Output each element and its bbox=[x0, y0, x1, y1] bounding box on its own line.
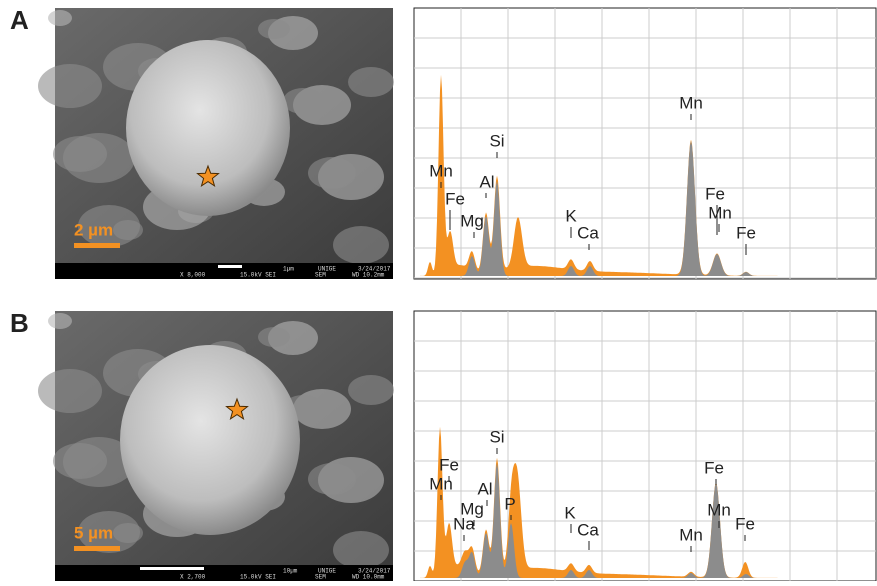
figure: A2 µm1µmUNIGE3/24/2017X 8,00015.0kV SEIS… bbox=[0, 0, 877, 581]
sem-texture bbox=[308, 463, 356, 495]
panel-label: B bbox=[10, 308, 29, 338]
sem-texture bbox=[53, 136, 107, 172]
peak-label: Al bbox=[477, 479, 492, 498]
sem-texture bbox=[38, 64, 102, 108]
sem-texture bbox=[348, 67, 394, 97]
sem-footer bbox=[55, 565, 393, 581]
peak-label: Fe bbox=[705, 184, 725, 203]
peak-label: Mn bbox=[429, 161, 453, 180]
peak-label: Na bbox=[453, 514, 475, 533]
peak-label: Mn bbox=[708, 203, 732, 222]
scale-label: 2 µm bbox=[74, 220, 113, 239]
sem-footer-text: 1µm bbox=[283, 266, 294, 273]
sem-footer-text: 10µm bbox=[283, 568, 298, 575]
spectrum-frame bbox=[414, 311, 876, 581]
peak-label: Fe bbox=[439, 455, 459, 474]
peak-label: Si bbox=[489, 131, 504, 150]
sem-footer-text: SEM bbox=[315, 574, 326, 581]
sem-texture bbox=[283, 88, 323, 114]
sem-texture bbox=[333, 226, 389, 264]
sem-footer-text: SEM bbox=[315, 272, 326, 279]
particle bbox=[120, 345, 300, 535]
scale-bar bbox=[74, 546, 120, 551]
sem-texture bbox=[348, 375, 394, 405]
scale-bar bbox=[74, 243, 120, 248]
peak-label: P bbox=[504, 494, 515, 513]
sem-footer-text: X 2,700 bbox=[180, 574, 206, 581]
peak-label: Mn bbox=[679, 93, 703, 112]
sem-texture bbox=[53, 443, 107, 479]
sem-footer-text: WD 10.2mm bbox=[352, 272, 385, 279]
peak-label: Fe bbox=[445, 189, 465, 208]
micron-bar bbox=[140, 567, 204, 570]
panel-label: A bbox=[10, 5, 29, 35]
sem-texture bbox=[308, 157, 356, 189]
peak-label: Ca bbox=[577, 520, 599, 539]
peak-label: K bbox=[565, 206, 577, 225]
peak-label: Mn bbox=[429, 474, 453, 493]
peak-label: Ca bbox=[577, 223, 599, 242]
peak-label: Mn bbox=[707, 500, 731, 519]
sem-texture bbox=[48, 313, 72, 329]
peak-label: Fe bbox=[735, 514, 755, 533]
sem-texture bbox=[333, 531, 389, 569]
sem-footer-text: X 8,000 bbox=[180, 272, 206, 279]
peak-label: Mn bbox=[679, 525, 703, 544]
sem-texture bbox=[258, 327, 290, 347]
particle bbox=[126, 40, 290, 216]
peak-label: Mg bbox=[460, 211, 484, 230]
peak-label: Si bbox=[489, 427, 504, 446]
sem-texture bbox=[258, 19, 290, 39]
peak-label: Al bbox=[479, 172, 494, 191]
sem-texture bbox=[38, 369, 102, 413]
sem-texture bbox=[48, 10, 72, 26]
peak-label: Fe bbox=[704, 458, 724, 477]
sem-footer-text: WD 10.0mm bbox=[352, 574, 385, 581]
sem-footer-text: 15.0kV SEI bbox=[240, 272, 276, 279]
peak-label: Fe bbox=[736, 223, 756, 242]
peak-label: K bbox=[564, 503, 576, 522]
sem-footer-text: 15.0kV SEI bbox=[240, 574, 276, 581]
scale-label: 5 µm bbox=[74, 523, 113, 542]
micron-bar bbox=[218, 265, 242, 268]
